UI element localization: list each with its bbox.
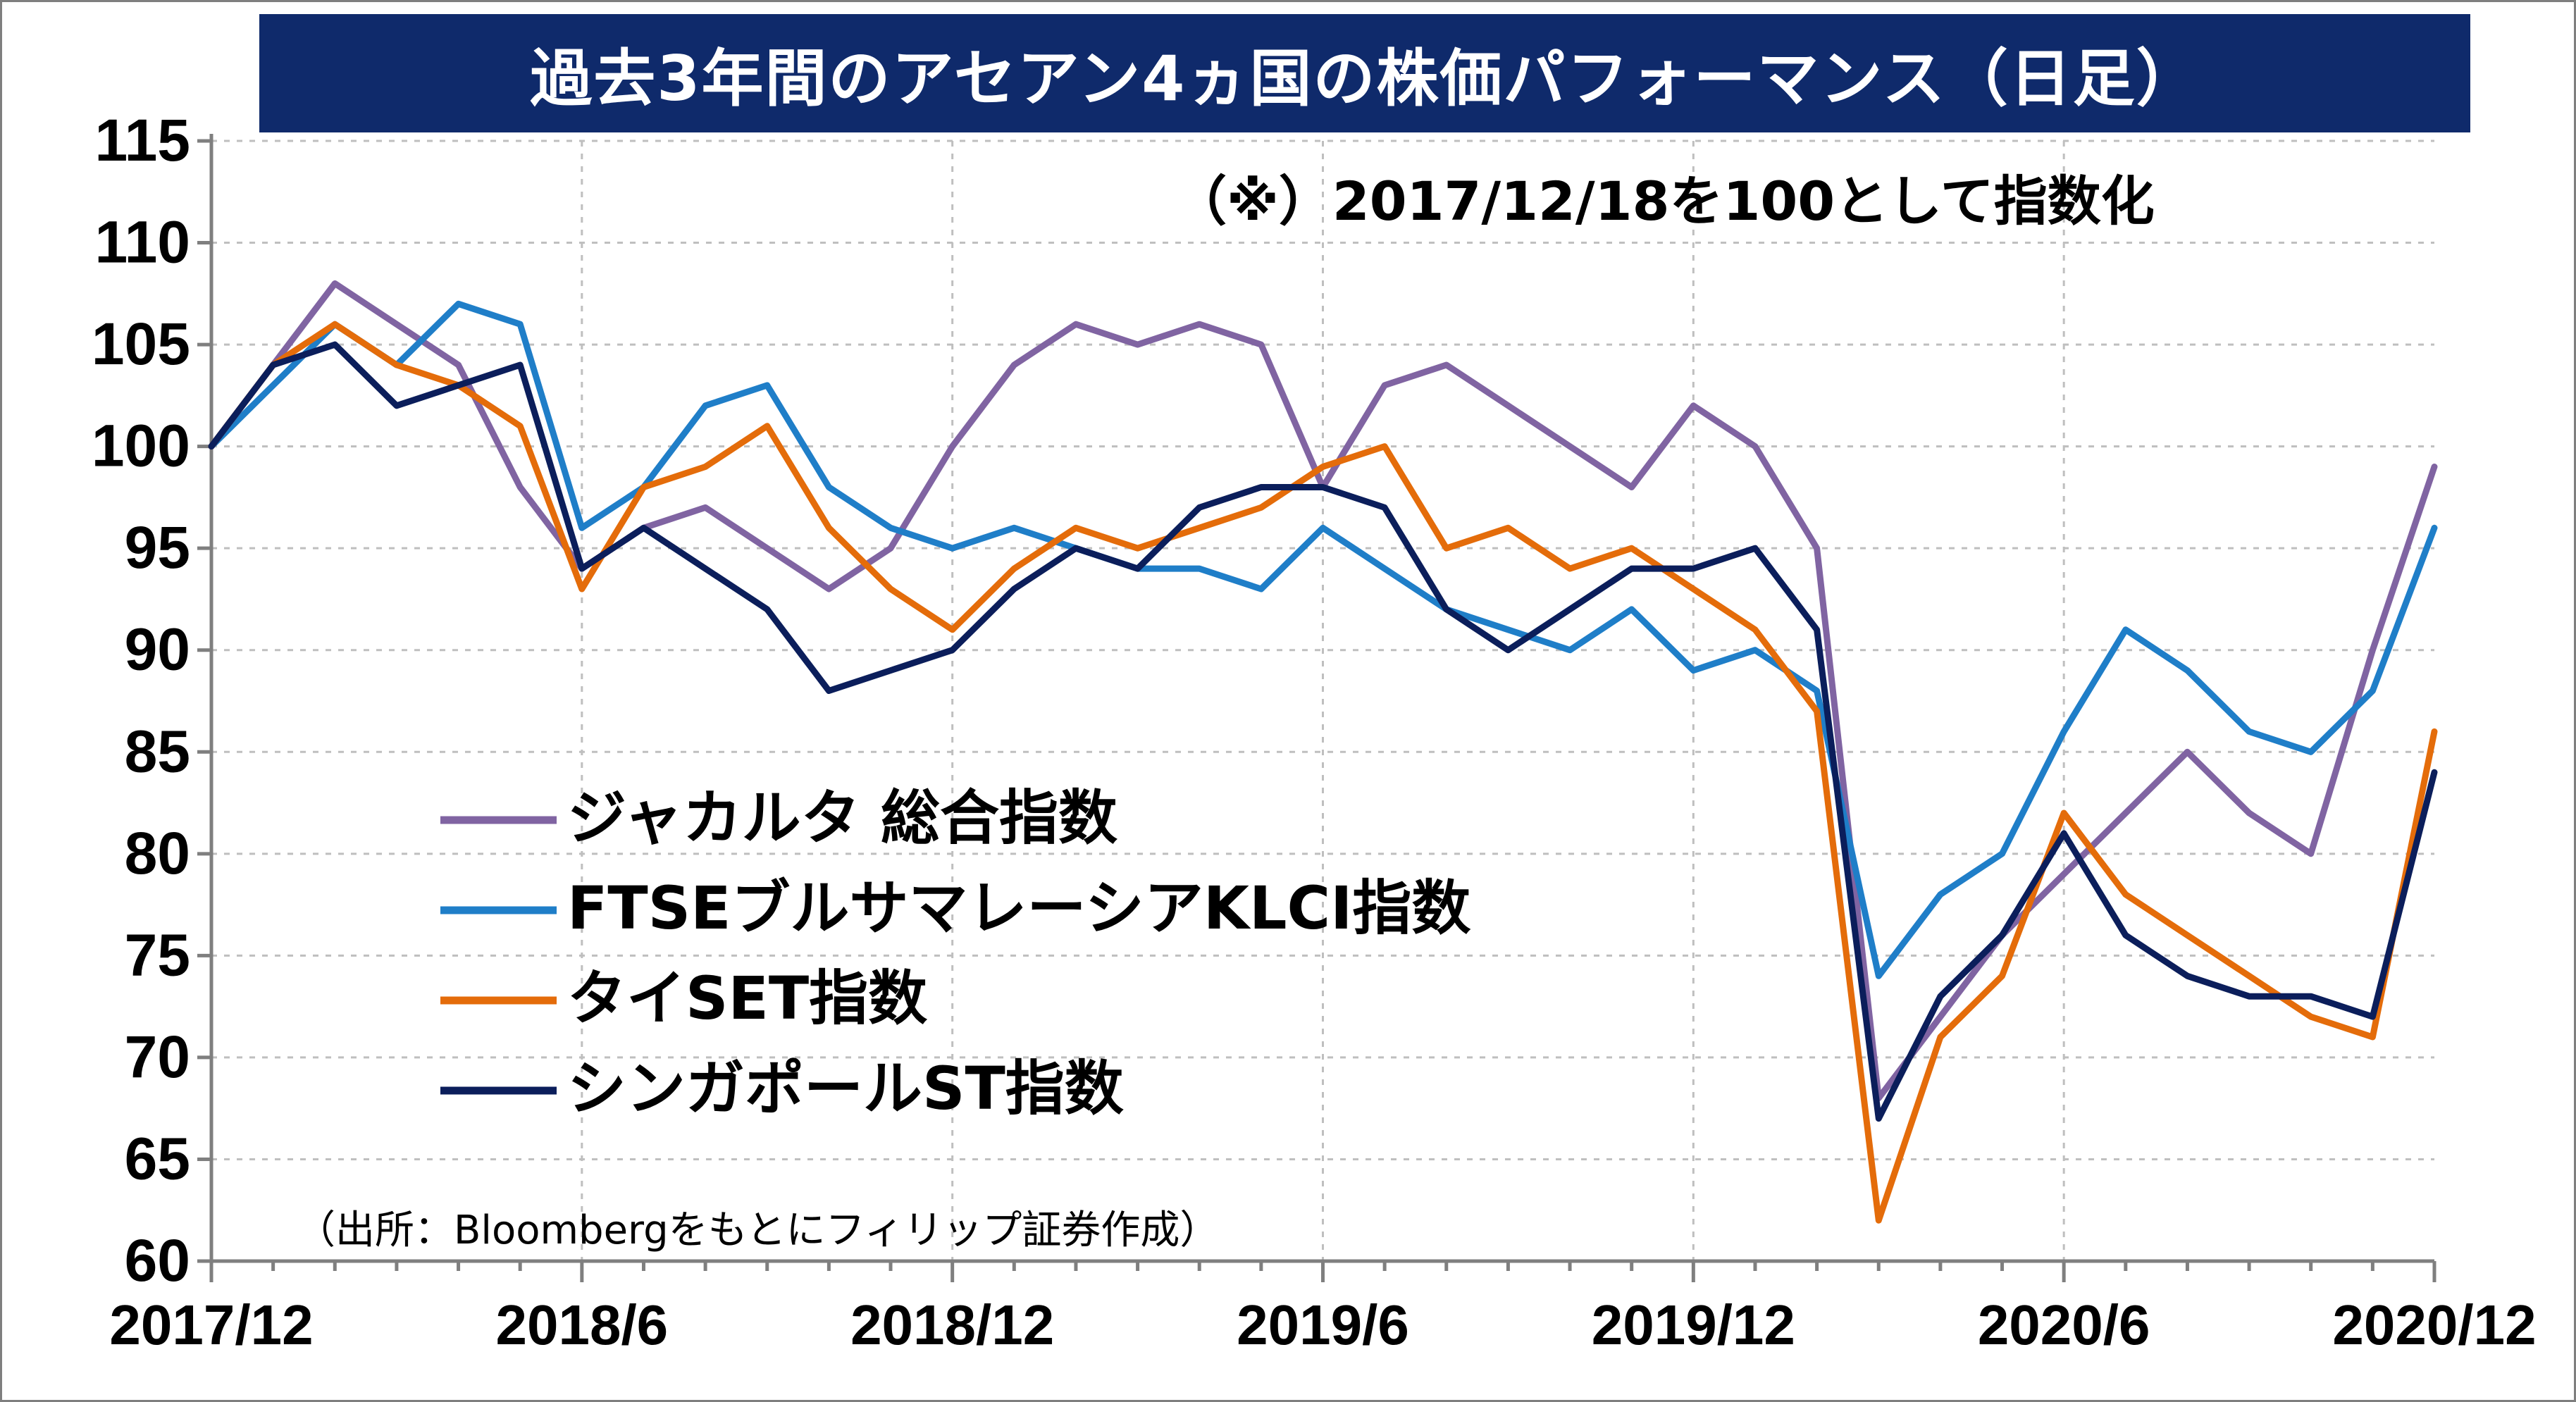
y-tick-label: 75 [125, 922, 190, 988]
chart-title: 過去3年間のアセアン4ヵ国の株価パフォーマンス（日足） [259, 14, 2470, 132]
y-tick-label: 85 [125, 718, 190, 784]
grid-layer [211, 139, 2434, 1261]
series-lines [208, 280, 2438, 1224]
axes [197, 134, 2436, 1282]
series-line-2 [208, 321, 2438, 1224]
x-tick-label: 2019/6 [1237, 1294, 1409, 1356]
legend-label: タイSET指数 [567, 964, 927, 1033]
x-tick-label: 2017/12 [109, 1294, 313, 1356]
y-tick-label: 65 [125, 1125, 190, 1191]
series-line-3 [208, 341, 2438, 1122]
y-tick-label: 100 [92, 413, 190, 479]
legend: ジャカルタ 総合指数 FTSEブルサマレーシアKLCI指数タイSET指数シンガポー… [440, 783, 1470, 1123]
source-note: （出所：Bloombergをもとにフィリップ証券作成） [296, 1208, 1219, 1253]
x-tick-label: 2019/12 [1592, 1294, 1795, 1356]
y-tick-label: 70 [125, 1024, 190, 1090]
y-tick-label: 105 [92, 311, 190, 377]
y-tick-label: 110 [94, 209, 190, 275]
y-tick-label: 80 [125, 820, 190, 886]
legend-label: ジャカルタ 総合指数 [567, 783, 1117, 852]
legend-label: シンガポールST指数 [567, 1054, 1124, 1123]
y-tick-label: 115 [94, 107, 190, 173]
y-tick-labels: 115 110 105 100 95 90 85 80 75 70 65 60 [92, 107, 190, 1294]
x-tick-label: 2018/12 [850, 1294, 1054, 1356]
legend-label: FTSEブルサマレーシアKLCI指数 [567, 874, 1470, 943]
x-tick-label: 2018/6 [495, 1294, 668, 1356]
y-tick-label: 60 [125, 1227, 190, 1294]
x-tick-label: 2020/6 [1978, 1294, 2150, 1356]
index-note: （※）2017/12/18を100として指数化 [1173, 170, 2155, 232]
y-tick-label: 90 [125, 616, 190, 683]
x-tick-label: 2020/12 [2332, 1294, 2536, 1356]
y-tick-label: 95 [125, 514, 190, 581]
series-line-1 [208, 300, 2438, 979]
x-tick-labels: 2017/12 2018/6 2018/12 2019/6 2019/12 2020/6 2… [109, 1294, 2536, 1356]
